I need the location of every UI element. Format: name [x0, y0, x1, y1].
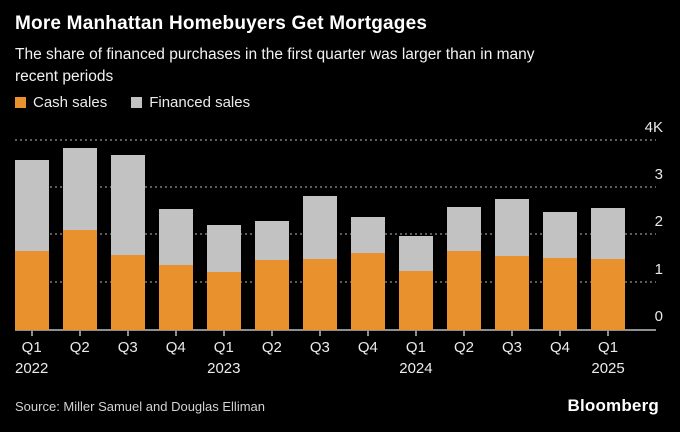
bar-q4-2022: [158, 209, 193, 330]
segment-financed-q3-2022: [110, 155, 145, 256]
x-axis-label-q3-2022: Q3: [117, 339, 138, 356]
y-axis-label-2: 2: [654, 213, 663, 231]
x-axis-tick: [462, 331, 465, 336]
x-axis-tick: [126, 331, 129, 336]
x-axis-year-label-2024: 2024: [399, 360, 433, 377]
x-axis-tick: [30, 331, 33, 336]
chart-subtitle: The share of financed purchases in the f…: [15, 44, 535, 88]
segment-financed-q3-2023: [302, 195, 337, 259]
x-axis-label-q4-2023: Q4: [357, 339, 378, 356]
segment-cash-q3-2024: [495, 256, 529, 330]
legend-label-financed-sales: Financed sales: [149, 94, 251, 111]
financed-sales-swatch-icon: [131, 97, 143, 108]
cash-sales-swatch-icon: [15, 97, 26, 108]
segment-financed-q1-2024: [398, 236, 433, 272]
plot-area: 0 1 2 3 4K Q1 Q2 Q3 Q4 Q1 Q2 Q3 Q4 Q1 Q2 Q3 Q4 Q1 2022 2023…: [14, 119, 663, 377]
chart-legend: Cash sales Financed sales: [15, 94, 250, 111]
segment-cash-q2-2024: [446, 251, 481, 330]
segment-financed-q1-2023: [206, 225, 241, 273]
x-axis-label-q3-2023: Q3: [309, 339, 330, 356]
x-axis-year-label-2025: 2025: [591, 360, 625, 377]
segment-financed-q2-2022: [62, 148, 97, 231]
segment-financed-q4-2023: [350, 216, 385, 253]
source-credit: Source: Miller Samuel and Douglas Ellima…: [15, 399, 266, 414]
x-axis-label-q2-2024: Q2: [453, 339, 474, 356]
bar-q3-2023: [302, 195, 337, 330]
segment-cash-q2-2023: [254, 260, 289, 330]
legend-label-cash-sales: Cash sales: [33, 94, 108, 111]
x-axis-label-q1-2023: Q1: [213, 339, 234, 356]
segment-cash-q3-2022: [110, 255, 145, 330]
y-axis-label-3: 3: [654, 166, 663, 184]
segment-cash-q4-2022: [158, 265, 193, 330]
segment-financed-q3-2024: [495, 198, 529, 257]
x-axis-tick: [607, 331, 610, 336]
segment-financed-q1-2025: [591, 208, 626, 259]
bar-q3-2022: [110, 155, 145, 330]
y-axis-label-1: 1: [654, 260, 663, 278]
legend-item-cash-sales: Cash sales: [15, 94, 107, 111]
segment-cash-q1-2024: [398, 271, 433, 330]
gridline-4K: [15, 138, 656, 141]
x-axis-tick: [318, 331, 321, 336]
bar-q1-2023: [206, 225, 241, 330]
x-axis-tick: [366, 331, 369, 336]
x-axis-year-label-2023: 2023: [207, 360, 241, 377]
segment-cash-q2-2022: [62, 230, 97, 330]
x-axis-label-q1-2022: Q1: [21, 339, 42, 356]
segment-cash-q4-2024: [543, 257, 578, 330]
segment-financed-q2-2023: [254, 220, 289, 260]
x-axis-label-q1-2025: Q1: [598, 339, 619, 356]
x-axis-tick: [270, 331, 273, 336]
x-axis-label-q1-2024: Q1: [405, 339, 426, 356]
legend-item-financed-sales: Financed sales: [131, 94, 250, 111]
x-axis-label-q4-2024: Q4: [550, 339, 571, 356]
segment-financed-q4-2024: [543, 212, 578, 258]
x-axis-label-q3-2024: Q3: [501, 339, 522, 356]
x-axis-tick: [414, 331, 417, 336]
bar-q2-2023: [254, 220, 289, 330]
segment-cash-q1-2023: [206, 272, 241, 330]
x-axis-label-q4-2022: Q4: [165, 339, 186, 356]
x-axis-label-q2-2022: Q2: [69, 339, 90, 356]
chart-title: More Manhattan Homebuyers Get Mortgages: [15, 13, 428, 34]
y-axis-label-0: 0: [654, 308, 663, 325]
x-axis-tick: [174, 331, 177, 336]
x-axis-year-label-2022: 2022: [15, 360, 49, 377]
segment-financed-q1-2022: [14, 160, 49, 252]
y-axis-label-4K: 4K: [644, 118, 663, 136]
x-axis-tick: [222, 331, 225, 336]
segment-cash-q4-2023: [350, 252, 385, 330]
chart-subtitle-line-1: The share of financed purchases in the f…: [15, 46, 535, 63]
chart-subtitle-line-2: recent periods: [15, 68, 114, 85]
bar-q2-2022: [62, 148, 97, 330]
x-axis-tick: [559, 331, 562, 336]
x-axis-label-q2-2023: Q2: [261, 339, 282, 356]
bar-q1-2022: [14, 160, 49, 330]
bar-q1-2025: [591, 208, 626, 330]
bloomberg-logo: Bloomberg: [567, 396, 659, 415]
bar-q3-2024: [495, 198, 529, 330]
bar-q4-2023: [350, 216, 385, 330]
bar-q1-2024: [398, 236, 433, 330]
gridline-3: [15, 186, 656, 189]
bar-q4-2024: [543, 212, 578, 330]
segment-financed-q2-2024: [446, 207, 481, 252]
x-axis-tick: [78, 331, 81, 336]
segment-cash-q1-2022: [14, 251, 49, 330]
bar-q2-2024: [446, 207, 481, 330]
segment-financed-q4-2022: [158, 209, 193, 266]
x-axis-line: [15, 329, 656, 331]
segment-cash-q3-2023: [302, 258, 337, 330]
x-axis-tick: [511, 331, 513, 336]
segment-cash-q1-2025: [591, 258, 626, 330]
